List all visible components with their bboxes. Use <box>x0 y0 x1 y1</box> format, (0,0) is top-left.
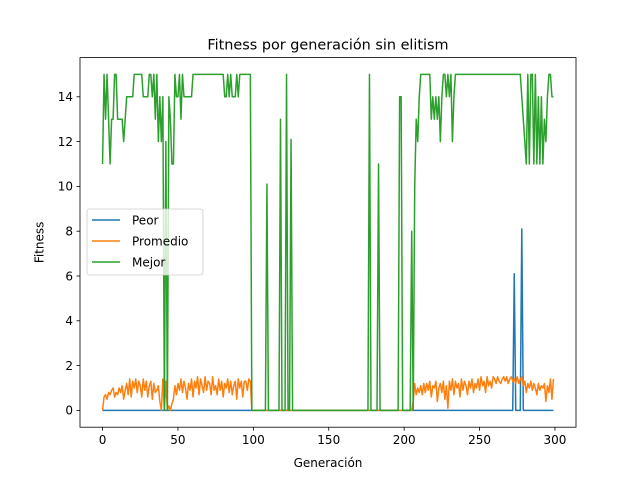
legend-label-mejor: Mejor <box>132 255 165 269</box>
y-tick-label: 8 <box>65 225 73 239</box>
legend-box <box>86 208 204 276</box>
series-line-promedio <box>101 376 555 412</box>
x-tick-label: 200 <box>393 433 416 447</box>
chart-title: Fitness por generación sin elitism <box>207 38 448 54</box>
y-axis: 0 2 4 6 8 10 12 14 <box>58 90 80 418</box>
y-tick-label: 10 <box>58 180 73 194</box>
legend-label-promedio: Promedio <box>132 234 188 248</box>
y-tick-label: 12 <box>58 135 73 149</box>
y-tick-label: 4 <box>65 314 73 328</box>
x-axis-label: Generación <box>294 456 363 470</box>
y-tick-label: 2 <box>65 359 73 373</box>
x-tick-label: 0 <box>99 433 107 447</box>
x-tick-label: 50 <box>170 433 185 447</box>
y-tick-label: 0 <box>65 404 73 418</box>
x-tick-label: 250 <box>468 433 491 447</box>
axes-frame <box>79 57 577 428</box>
x-tick-label: 300 <box>544 433 567 447</box>
series-line-mejor <box>101 73 554 412</box>
plot-area <box>79 57 577 428</box>
legend: Peor Promedio Mejor <box>86 208 204 276</box>
series-layer <box>101 73 555 412</box>
legend-label-peor: Peor <box>132 213 159 227</box>
x-axis: 0 50 100 150 200 250 300 <box>99 427 567 447</box>
x-tick-label: 100 <box>242 433 265 447</box>
y-tick-label: 14 <box>58 90 73 104</box>
x-tick-label: 150 <box>317 433 340 447</box>
y-axis-label: Fitness <box>33 222 47 264</box>
y-tick-label: 6 <box>65 269 73 283</box>
